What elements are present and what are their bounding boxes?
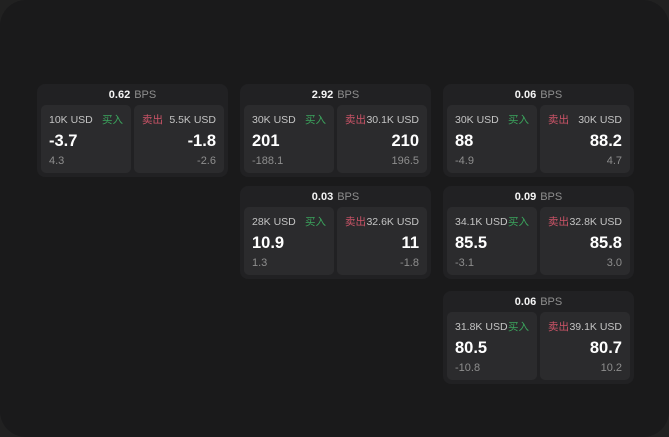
sell-delta: 10.2 [600,362,622,374]
buy-size-label: 34.1K USD [455,215,508,228]
sell-size-label: 30.1K USD [366,113,419,126]
bps-value: 0.06 [514,295,537,308]
buy-price: -3.7 [49,132,78,151]
buy-price: 10.9 [252,234,285,253]
buy-quote-tile[interactable]: 34.1K USD 买入 85.5 -3.1 [447,207,537,275]
sell-side-label: 卖出 [345,216,366,228]
buy-side-label: 买入 [508,321,529,333]
sell-price: 85.8 [589,234,622,253]
buy-size-label: 30K USD [252,113,296,126]
sell-delta: -2.6 [197,155,216,167]
buy-price: 85.5 [455,234,488,253]
buy-size-label: 10K USD [49,113,93,126]
buy-quote-tile[interactable]: 10K USD 买入 -3.7 4.3 [41,105,131,173]
sell-price: 80.7 [589,339,622,358]
sell-size-label: 30K USD [578,113,622,126]
buy-side-label: 买入 [102,114,123,126]
buy-price: 201 [252,132,280,151]
card-header: 0.06 BPS [447,291,630,312]
buy-side-label: 买入 [508,216,529,228]
buy-price: 80.5 [455,339,488,358]
buy-delta: -10.8 [455,362,481,374]
bps-unit-label: BPS [337,88,360,101]
sell-quote-tile[interactable]: 卖出 5.5K USD -1.8 -2.6 [134,105,224,173]
card-header: 0.06 BPS [447,84,630,105]
buy-delta: 4.3 [49,155,65,167]
sell-quote-tile[interactable]: 卖出 39.1K USD 80.7 10.2 [540,312,630,380]
card-header: 0.03 BPS [244,186,427,207]
bps-value: 0.09 [514,190,537,203]
sell-price: 11 [401,234,419,253]
sell-quote-tile[interactable]: 卖出 30K USD 88.2 4.7 [540,105,630,173]
quote-card-5: 0.09 BPS 34.1K USD 买入 85.5 -3.1 卖出 32.8K… [443,186,634,279]
sell-delta: 4.7 [606,155,622,167]
card-header: 0.09 BPS [447,186,630,207]
bps-unit-label: BPS [134,88,157,101]
sell-size-label: 39.1K USD [569,320,622,333]
quote-card-3: 0.06 BPS 30K USD 买入 88 -4.9 卖出 30K USD 8… [443,84,634,177]
buy-delta: -3.1 [455,257,474,269]
buy-size-label: 31.8K USD [455,320,508,333]
sell-price: 210 [391,132,419,151]
sell-delta: -1.8 [400,257,419,269]
sell-size-label: 32.8K USD [569,215,622,228]
sell-quote-tile[interactable]: 卖出 32.8K USD 85.8 3.0 [540,207,630,275]
quote-card-1: 0.62 BPS 10K USD 买入 -3.7 4.3 卖出 5.5K USD… [37,84,228,177]
bps-unit-label: BPS [540,295,563,308]
buy-side-label: 买入 [508,114,529,126]
card-header: 0.62 BPS [41,84,224,105]
buy-side-label: 买入 [305,114,326,126]
quote-card-6: 0.06 BPS 31.8K USD 买入 80.5 -10.8 卖出 39.1… [443,291,634,384]
sell-quote-tile[interactable]: 卖出 32.6K USD 11 -1.8 [337,207,427,275]
bps-value: 0.62 [108,88,131,101]
sell-price: -1.8 [187,132,216,151]
sell-side-label: 卖出 [548,216,569,228]
sell-side-label: 卖出 [142,114,163,126]
sell-side-label: 卖出 [548,321,569,333]
bps-unit-label: BPS [540,190,563,203]
buy-quote-tile[interactable]: 28K USD 买入 10.9 1.3 [244,207,334,275]
buy-size-label: 28K USD [252,215,296,228]
buy-side-label: 买入 [305,216,326,228]
sell-price: 88.2 [589,132,622,151]
quote-card-4: 0.03 BPS 28K USD 买入 10.9 1.3 卖出 32.6K US… [240,186,431,279]
buy-quote-tile[interactable]: 30K USD 买入 201 -188.1 [244,105,334,173]
sell-quote-tile[interactable]: 卖出 30.1K USD 210 196.5 [337,105,427,173]
bps-unit-label: BPS [337,190,360,203]
sell-size-label: 5.5K USD [169,113,216,126]
sell-delta: 196.5 [391,155,419,167]
bps-unit-label: BPS [540,88,563,101]
bps-value: 2.92 [311,88,334,101]
buy-delta: -188.1 [252,155,284,167]
sell-side-label: 卖出 [345,114,366,126]
sell-size-label: 32.6K USD [366,215,419,228]
quote-card-2: 2.92 BPS 30K USD 买入 201 -188.1 卖出 30.1K … [240,84,431,177]
buy-quote-tile[interactable]: 30K USD 买入 88 -4.9 [447,105,537,173]
buy-price: 88 [455,132,474,151]
buy-quote-tile[interactable]: 31.8K USD 买入 80.5 -10.8 [447,312,537,380]
card-header: 2.92 BPS [244,84,427,105]
buy-size-label: 30K USD [455,113,499,126]
bps-value: 0.03 [311,190,334,203]
buy-delta: 1.3 [252,257,268,269]
sell-delta: 3.0 [606,257,622,269]
bps-value: 0.06 [514,88,537,101]
sell-side-label: 卖出 [548,114,569,126]
buy-delta: -4.9 [455,155,474,167]
